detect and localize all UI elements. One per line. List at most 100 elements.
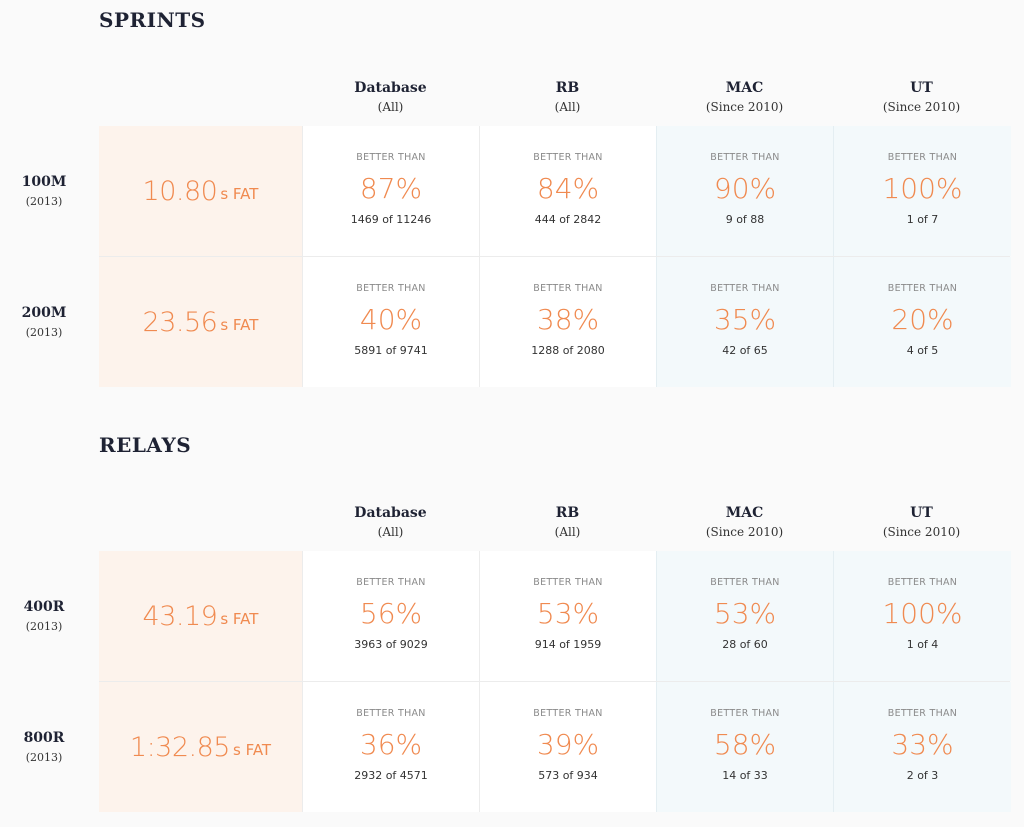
percentile-value: 53%: [713, 597, 777, 630]
rank-cell-rb: BETTER THAN 38% 1288 of 2080: [479, 257, 656, 387]
percentile-value: 58%: [713, 728, 777, 761]
percentile-value: 100%: [882, 172, 963, 205]
column-header-mac: MAC (Since 2010): [656, 78, 833, 116]
percentile-value: 39%: [536, 728, 600, 761]
rank-count: 1469 of 11246: [350, 213, 432, 226]
event-year: (2013): [25, 195, 63, 208]
better-than-label: BETTER THAN: [356, 708, 426, 719]
rank-cell-database: BETTER THAN 56% 3963 of 9029: [302, 551, 479, 681]
event-name: 200M: [21, 305, 67, 321]
better-than-label: BETTER THAN: [710, 283, 780, 294]
column-scope: (All): [377, 100, 404, 114]
event-label: 400R (2013): [0, 597, 88, 637]
event-name: 800R: [23, 730, 65, 746]
rank-count: 2 of 3: [906, 769, 939, 782]
percentile-value: 56%: [359, 597, 423, 630]
time-value: 1:32.85: [129, 731, 231, 763]
percentile-value: 84%: [536, 172, 600, 205]
event-year: (2013): [25, 326, 63, 339]
rank-count: 5891 of 9741: [354, 344, 428, 357]
percentile-value: 53%: [536, 597, 600, 630]
rank-count: 28 of 60: [722, 638, 768, 651]
time-value: 43.19: [142, 600, 218, 632]
column-header-database: Database (All): [302, 503, 479, 541]
column-headers: Database (All) RB (All) MAC (Since 2010)…: [0, 78, 1024, 124]
time-cell: 1:32.85 s FAT: [99, 682, 302, 812]
event-name: 400R: [23, 599, 65, 615]
event-name: 100M: [21, 174, 67, 190]
column-scope: (Since 2010): [705, 525, 784, 539]
rank-count: 3963 of 9029: [354, 638, 428, 651]
rank-count: 573 of 934: [538, 769, 598, 782]
percentile-value: 87%: [359, 172, 423, 205]
better-than-label: BETTER THAN: [533, 577, 603, 588]
percentile-value: 90%: [713, 172, 777, 205]
rank-count: 2932 of 4571: [354, 769, 428, 782]
rank-cell-mac: BETTER THAN 35% 42 of 65: [656, 257, 833, 387]
column-scope: (All): [554, 100, 581, 114]
better-than-label: BETTER THAN: [887, 577, 958, 588]
rank-count: 914 of 1959: [534, 638, 602, 651]
column-scope: (Since 2010): [705, 100, 784, 114]
column-header-rb: RB (All): [479, 503, 656, 541]
rank-cell-mac: BETTER THAN 53% 28 of 60: [656, 551, 833, 681]
rank-cell-rb: BETTER THAN 84% 444 of 2842: [479, 126, 656, 256]
event-year: (2013): [25, 620, 63, 633]
rank-cell-database: BETTER THAN 40% 5891 of 9741: [302, 257, 479, 387]
section-title: SPRINTS: [99, 8, 206, 32]
rank-count: 14 of 33: [722, 769, 768, 782]
column-scope: (All): [377, 525, 404, 539]
better-than-label: BETTER THAN: [356, 152, 426, 163]
rank-cell-ut: BETTER THAN 33% 2 of 3: [833, 682, 1011, 812]
column-name: Database: [354, 80, 427, 96]
rank-count: 42 of 65: [722, 344, 768, 357]
percentile-value: 100%: [882, 597, 963, 630]
column-name: RB: [555, 80, 580, 96]
rank-cell-database: BETTER THAN 87% 1469 of 11246: [302, 126, 479, 256]
rank-count: 1 of 4: [906, 638, 939, 651]
percentile-value: 36%: [359, 728, 423, 761]
row-divider: [99, 256, 1010, 257]
time-unit: s FAT: [220, 185, 259, 203]
better-than-label: BETTER THAN: [533, 283, 603, 294]
time-unit: s FAT: [220, 316, 259, 334]
column-name: MAC: [725, 505, 764, 521]
column-scope: (Since 2010): [882, 100, 961, 114]
rank-count: 1288 of 2080: [531, 344, 605, 357]
column-header-ut: UT (Since 2010): [833, 78, 1010, 116]
event-label: 200M (2013): [0, 303, 88, 343]
table-row: 800R (2013) 1:32.85 s FAT BETTER THAN 36%…: [0, 682, 1024, 812]
time-cell: 10.80 s FAT: [99, 126, 302, 256]
time-cell: 23.56 s FAT: [99, 257, 302, 387]
better-than-label: BETTER THAN: [710, 152, 780, 163]
row-divider: [99, 681, 1010, 682]
column-name: UT: [910, 80, 933, 96]
percentile-value: 20%: [891, 303, 954, 336]
rank-count: 4 of 5: [906, 344, 939, 357]
event-label: 800R (2013): [0, 728, 88, 768]
percentile-value: 35%: [713, 303, 777, 336]
percentile-value: 40%: [359, 303, 423, 336]
column-header-rb: RB (All): [479, 78, 656, 116]
better-than-label: BETTER THAN: [710, 708, 780, 719]
better-than-label: BETTER THAN: [887, 283, 958, 294]
column-name: MAC: [725, 80, 764, 96]
time-unit: s FAT: [220, 610, 259, 628]
rank-cell-mac: BETTER THAN 58% 14 of 33: [656, 682, 833, 812]
better-than-label: BETTER THAN: [533, 152, 603, 163]
better-than-label: BETTER THAN: [710, 577, 780, 588]
column-name: RB: [555, 505, 580, 521]
column-scope: (Since 2010): [882, 525, 961, 539]
time-value: 10.80: [142, 175, 218, 207]
better-than-label: BETTER THAN: [356, 283, 426, 294]
better-than-label: BETTER THAN: [887, 152, 958, 163]
column-name: UT: [910, 505, 933, 521]
event-label: 100M (2013): [0, 172, 88, 212]
table-row: 100M (2013) 10.80 s FAT BETTER THAN 87% 1…: [0, 126, 1024, 256]
percentile-value: 38%: [536, 303, 600, 336]
column-header-database: Database (All): [302, 78, 479, 116]
column-name: Database: [354, 505, 427, 521]
better-than-label: BETTER THAN: [533, 708, 603, 719]
rank-cell-ut: BETTER THAN 20% 4 of 5: [833, 257, 1011, 387]
time-cell: 43.19 s FAT: [99, 551, 302, 681]
